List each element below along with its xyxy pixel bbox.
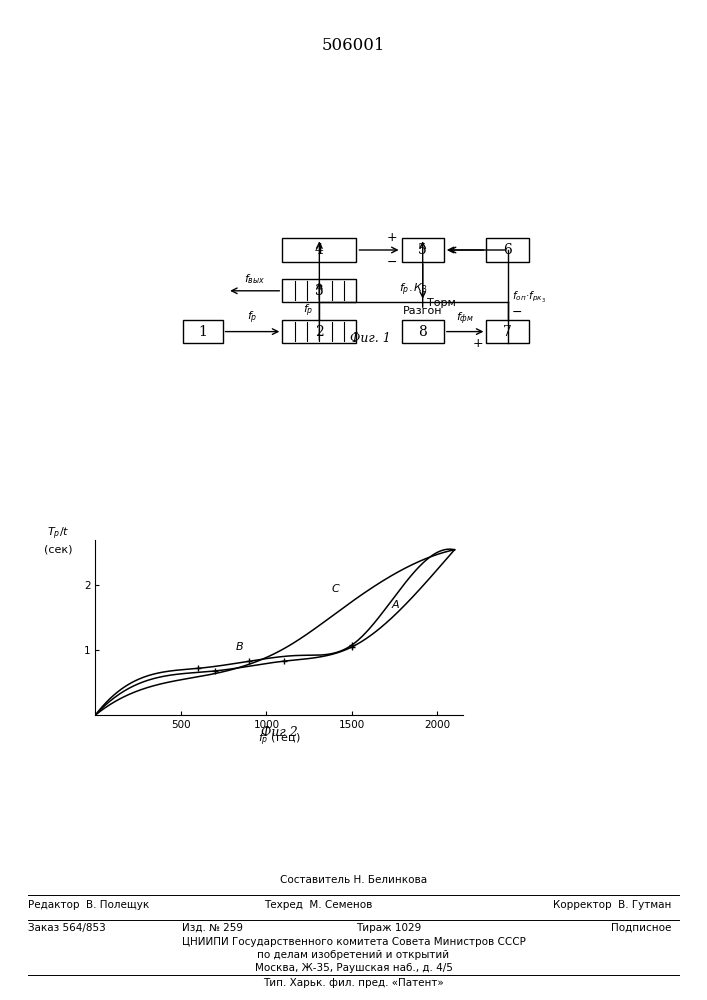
Text: $f_{оп}·f_{рк_3}$: $f_{оп}·f_{рк_3}$ (513, 289, 547, 304)
Text: 6: 6 (503, 243, 512, 257)
Text: Заказ 564/853: Заказ 564/853 (28, 923, 106, 933)
Text: Тираж 1029: Тираж 1029 (356, 923, 421, 933)
Text: $f_р. К_3$: $f_р. К_3$ (399, 282, 428, 298)
Text: −: − (511, 306, 522, 319)
Text: $f_р$: $f_р$ (247, 309, 257, 326)
X-axis label: $f_p$ (гец): $f_p$ (гец) (258, 731, 300, 748)
Text: Редактор  В. Полещук: Редактор В. Полещук (28, 900, 149, 910)
Text: Торм: Торм (427, 298, 455, 308)
Text: Разгон: Разгон (403, 306, 443, 316)
Text: 3: 3 (315, 284, 324, 298)
Text: Тип. Харьк. фил. пред. «Патент»: Тип. Харьк. фил. пред. «Патент» (263, 978, 444, 988)
Polygon shape (402, 238, 444, 262)
Text: 1: 1 (198, 325, 207, 339)
Text: Подписное: Подписное (612, 923, 672, 933)
Polygon shape (183, 320, 223, 343)
Text: по делам изобретений и открытий: по делам изобретений и открытий (257, 950, 450, 960)
Text: C: C (332, 584, 339, 594)
Text: 5: 5 (419, 243, 427, 257)
Y-axis label: $T_р/t$
(сек): $T_р/t$ (сек) (45, 526, 73, 554)
Polygon shape (486, 238, 529, 262)
Text: $f_р$: $f_р$ (303, 303, 313, 319)
Text: −: − (387, 256, 397, 269)
Text: Корректор  В. Гутман: Корректор В. Гутман (554, 900, 672, 910)
Text: +: + (387, 231, 397, 244)
Polygon shape (282, 279, 356, 302)
Text: +: + (473, 337, 484, 350)
Polygon shape (282, 238, 356, 262)
Text: $f_{фм}$: $f_{фм}$ (456, 310, 474, 327)
Text: 8: 8 (419, 325, 427, 339)
Polygon shape (402, 320, 444, 343)
Text: 7: 7 (503, 325, 512, 339)
Text: ЦНИИПИ Государственного комитета Совета Министров СССР: ЦНИИПИ Государственного комитета Совета … (182, 937, 525, 947)
Text: 4: 4 (315, 243, 324, 257)
Text: $f_{вых}$: $f_{вых}$ (244, 272, 265, 286)
Polygon shape (282, 320, 356, 343)
Text: Москва, Ж-35, Раушская наб., д. 4/5: Москва, Ж-35, Раушская наб., д. 4/5 (255, 963, 452, 973)
Text: Изд. № 259: Изд. № 259 (182, 923, 243, 933)
Text: Техред  М. Семенов: Техред М. Семенов (264, 900, 373, 910)
Text: Фиг 2: Фиг 2 (261, 726, 298, 740)
Text: A: A (391, 600, 399, 610)
Polygon shape (486, 320, 529, 343)
Text: Фиг. 1: Фиг. 1 (350, 332, 390, 345)
Text: Составитель Н. Белинкова: Составитель Н. Белинкова (280, 875, 427, 885)
Text: B: B (235, 642, 243, 652)
Text: 506001: 506001 (321, 36, 385, 53)
Text: 2: 2 (315, 325, 324, 339)
